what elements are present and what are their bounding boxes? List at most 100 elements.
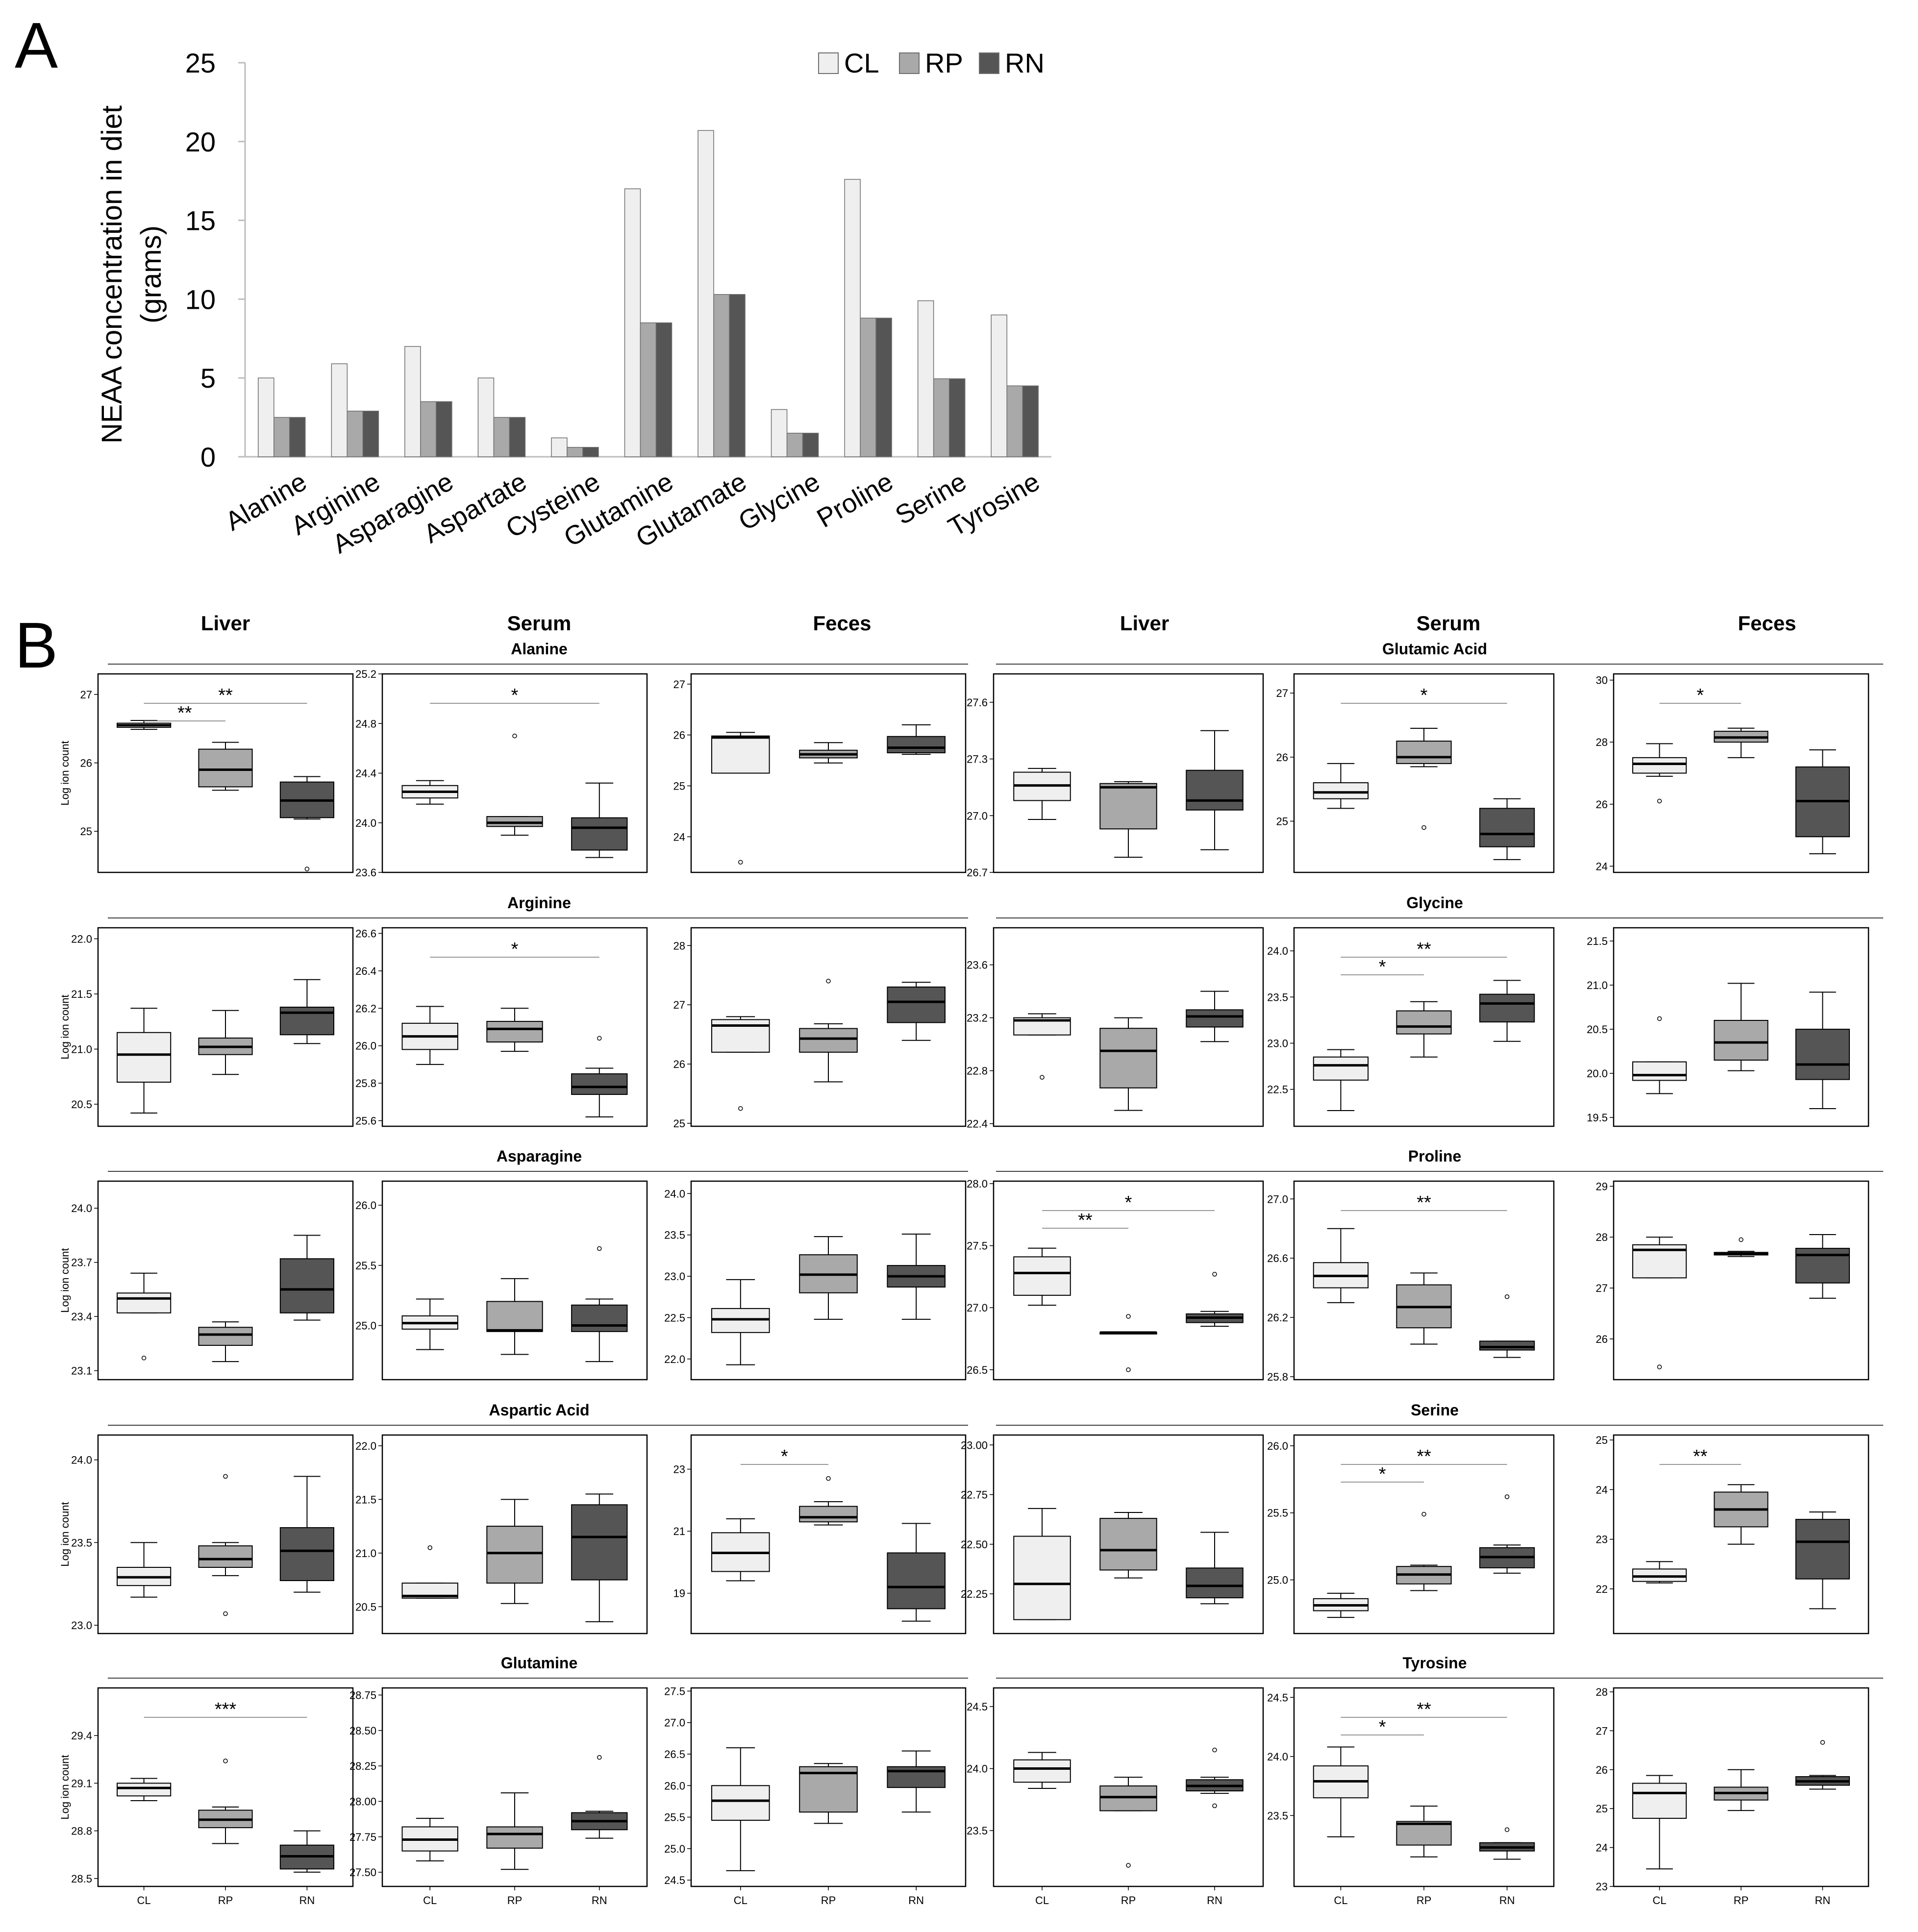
bar-aspartate-cl [477,377,495,457]
y-tick-label: 21.5 [1587,935,1608,947]
y-tick-label: 25.2 [355,668,376,680]
y-tick-label: 23.2 [967,1012,988,1024]
box-rn [1479,798,1535,860]
outlier-point [223,1611,228,1616]
box-cl [1013,1508,1071,1620]
iqr-box [1396,741,1452,764]
box-rn [571,782,628,858]
box-rn [1186,730,1244,850]
bar-glycine-rn [802,433,819,457]
outlier-point [141,1356,147,1361]
y-tick-label: 23.00 [961,1439,988,1451]
x-tick-label: RN [1207,1894,1222,1907]
y-axis-label: Log ion count [59,1502,71,1566]
iqr-box [1396,1010,1452,1035]
box-rp [486,733,543,836]
box-rn [1186,1272,1244,1327]
box-rn [279,979,334,1044]
y-tick-label: 24.5 [664,1874,685,1886]
legend-swatch-rp [899,52,920,74]
plot-frame [381,1434,648,1635]
y-tick-label: 24.0 [355,817,376,829]
box-cl [1013,1247,1071,1306]
outlier-point [1212,1747,1217,1753]
y-tick-label: 27 [80,689,92,701]
bar-alanine-rp [274,417,290,457]
outlier-point [223,1759,228,1763]
box-rp [198,1759,253,1844]
group-serine: Serine22.2522.5022.7523.0025.025.526.0**… [961,1401,1883,1635]
y-tick-label: 26 [80,757,92,769]
y-tick-label: 27.3 [967,753,988,766]
boxplot-alanine-serum: 23.6 24.0 24.4 24.8 25.2 * [355,668,648,879]
y-tick-label: 24.0 [1267,1751,1288,1763]
boxplot-asparagine-serum: 25.0 25.5 26.0 [355,1180,648,1381]
legend-label-rn: RN [1005,48,1045,78]
plot-frame [690,1180,967,1381]
group-title: Glutamine [501,1654,577,1672]
bar-glutamine-rp [640,322,657,457]
y-tick-label: 21 [673,1525,685,1537]
outlier-point [1126,1367,1131,1372]
y-tick-label: 25 [1276,815,1288,827]
boxplot-serine-liver: 22.25 22.50 22.75 23.00 [961,1434,1264,1635]
box-cl [117,1542,172,1598]
significance-label: * [781,1446,788,1467]
box-rn [279,1830,334,1873]
group-title: Alanine [511,640,568,658]
y-tick-label: 25.0 [1267,1574,1288,1586]
plot-frame [993,1434,1264,1635]
boxplot-glutamine-serum: 27.50 27.75 28.00 28.25 28.50 28.75 CL RP RN [349,1687,648,1907]
significance-label: ** [177,703,192,723]
y-tick-label: 23.1 [71,1365,92,1377]
iqr-box [711,735,770,774]
iqr-box [571,817,628,851]
y-tick-label: 26.4 [355,965,376,977]
box-rn [571,1493,628,1622]
boxplot-glutamic-acid-liver: 26.7 27.0 27.3 27.6 [967,673,1264,879]
iqr-box [1795,1029,1850,1080]
outlier-point [1657,1016,1662,1021]
outlier-point [427,1545,432,1550]
outlier-point [1126,1863,1131,1868]
y-tick-label: 19 [673,1587,685,1600]
y-tick-label: 24.0 [71,1202,92,1214]
iqr-box [1795,1519,1850,1580]
plot-frame [97,673,354,873]
box-cl [1632,743,1687,804]
box-rp [198,1321,253,1362]
outlier-point [223,1474,228,1479]
bar-glycine-rp [786,433,803,457]
significance-label: ** [1078,1210,1093,1231]
y-tick-label: 27 [673,678,685,691]
y-tick-label: 24.0 [71,1454,92,1466]
group-glycine: Glycine 22.4 22.8 23.2 23.6 22.5 23.0 23.5 24.0 *… [967,894,1883,1130]
outlier-point [512,733,517,739]
bar-chart-x-tick-label: Proline [812,467,898,533]
group-title: Arginine [507,894,571,912]
iqr-box [1396,1821,1452,1846]
y-tick-label: 29.1 [71,1777,92,1789]
y-tick-label: 28 [673,940,685,952]
group-title: Proline [1408,1147,1461,1165]
iqr-box [1013,1759,1071,1783]
y-tick-label: 25.5 [664,1811,685,1824]
y-tick-label: 22.5 [1267,1084,1288,1096]
box-cl [401,1818,458,1861]
y-tick-label: 25.8 [355,1077,376,1090]
y-tick-label: 26.0 [1267,1440,1288,1452]
y-tick-label: 22.0 [355,1440,376,1452]
y-tick-label: 21.5 [355,1493,376,1506]
x-tick-label: CL [137,1894,151,1907]
iqr-box [198,748,253,788]
panel-a-label: A [15,9,58,81]
iqr-box [571,1073,628,1095]
box-cl [1313,763,1369,809]
box-cl [401,780,458,805]
iqr-box [279,1258,334,1313]
y-tick-label: 22.75 [961,1489,988,1501]
iqr-box [117,1292,172,1313]
box-rn [1795,1511,1850,1610]
box-rn [1186,1747,1244,1808]
y-tick-label: 20.5 [1587,1023,1608,1036]
